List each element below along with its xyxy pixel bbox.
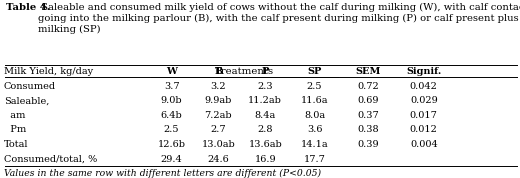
Text: SEM: SEM bbox=[355, 67, 381, 76]
Text: Milk Yield, kg/day: Milk Yield, kg/day bbox=[4, 67, 93, 76]
Text: 8.0a: 8.0a bbox=[304, 111, 325, 120]
Text: P: P bbox=[262, 67, 269, 76]
Text: Saleable and consumed milk yield of cows without the calf during milking (W), wi: Saleable and consumed milk yield of cows… bbox=[38, 3, 520, 34]
Text: 0.38: 0.38 bbox=[357, 125, 379, 134]
Text: 9.0b: 9.0b bbox=[161, 96, 183, 105]
Text: 0.042: 0.042 bbox=[410, 82, 438, 91]
Text: 0.69: 0.69 bbox=[357, 96, 379, 105]
Text: 2.8: 2.8 bbox=[257, 125, 273, 134]
Text: 2.5: 2.5 bbox=[164, 125, 179, 134]
Text: 17.7: 17.7 bbox=[304, 155, 326, 164]
Text: 24.6: 24.6 bbox=[207, 155, 229, 164]
Text: 3.7: 3.7 bbox=[164, 82, 179, 91]
Text: 7.2ab: 7.2ab bbox=[204, 111, 232, 120]
Text: Signif.: Signif. bbox=[406, 67, 441, 76]
Text: SP: SP bbox=[307, 67, 322, 76]
Text: 12.6b: 12.6b bbox=[158, 140, 186, 149]
Text: 0.004: 0.004 bbox=[410, 140, 438, 149]
Text: 11.2ab: 11.2ab bbox=[248, 96, 282, 105]
Text: 6.4b: 6.4b bbox=[161, 111, 183, 120]
Text: 2.7: 2.7 bbox=[211, 125, 226, 134]
Text: 9.9ab: 9.9ab bbox=[205, 96, 232, 105]
Text: W: W bbox=[166, 67, 177, 76]
Text: Values in the same row with different letters are different (P<0.05): Values in the same row with different le… bbox=[4, 169, 321, 178]
Text: Table 4.: Table 4. bbox=[6, 3, 50, 12]
Text: 0.029: 0.029 bbox=[410, 96, 438, 105]
Text: Saleable,: Saleable, bbox=[4, 96, 49, 105]
Text: 13.0ab: 13.0ab bbox=[202, 140, 235, 149]
Text: Consumed/total, %: Consumed/total, % bbox=[4, 155, 97, 164]
Text: 0.72: 0.72 bbox=[357, 82, 379, 91]
Text: 11.6a: 11.6a bbox=[301, 96, 328, 105]
Text: Consumed: Consumed bbox=[4, 82, 56, 91]
Text: 16.9: 16.9 bbox=[254, 155, 276, 164]
Text: B: B bbox=[214, 67, 223, 76]
Text: 29.4: 29.4 bbox=[161, 155, 183, 164]
Text: 2.3: 2.3 bbox=[257, 82, 273, 91]
Text: 13.6ab: 13.6ab bbox=[249, 140, 282, 149]
Text: Pm: Pm bbox=[4, 125, 26, 134]
Text: 0.37: 0.37 bbox=[357, 111, 379, 120]
Text: 3.2: 3.2 bbox=[211, 82, 226, 91]
Text: 8.4a: 8.4a bbox=[255, 111, 276, 120]
Text: am: am bbox=[4, 111, 25, 120]
Text: 0.39: 0.39 bbox=[357, 140, 379, 149]
Text: 14.1a: 14.1a bbox=[301, 140, 329, 149]
Text: 0.017: 0.017 bbox=[410, 111, 438, 120]
Text: 2.5: 2.5 bbox=[307, 82, 322, 91]
Text: 0.012: 0.012 bbox=[410, 125, 438, 134]
Text: Treatments: Treatments bbox=[215, 67, 274, 76]
Text: Total: Total bbox=[4, 140, 28, 149]
Text: 3.6: 3.6 bbox=[307, 125, 322, 134]
